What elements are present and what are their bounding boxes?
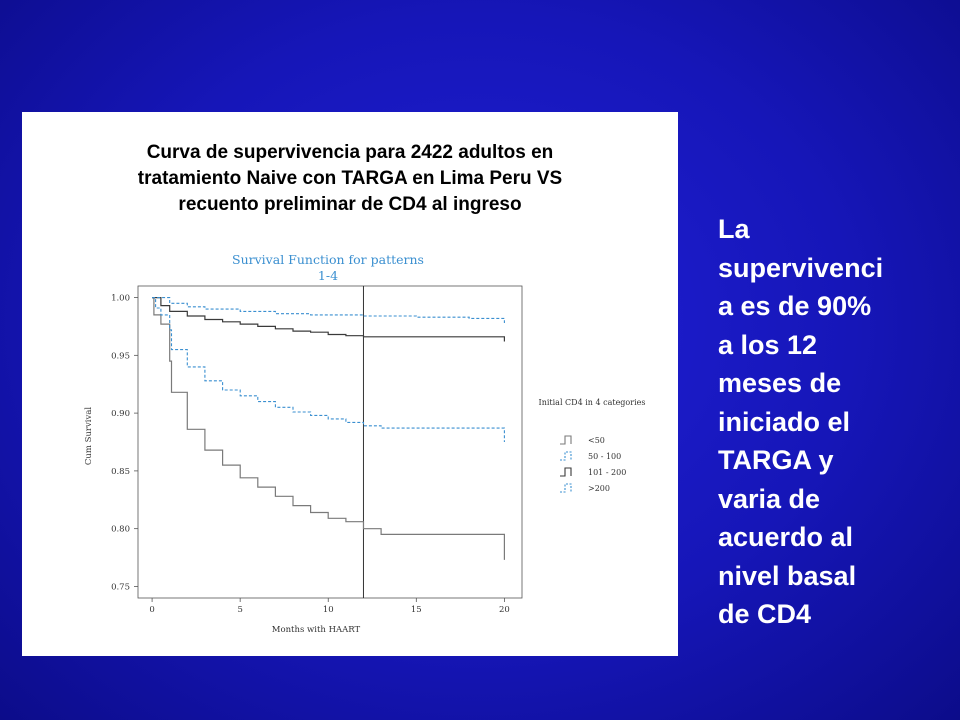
x-tick-label: 15	[411, 605, 422, 615]
side-text-line: iniciado el	[718, 406, 851, 437]
side-text-line: TARGA y	[718, 445, 834, 475]
y-tick-label: 0.85	[111, 467, 130, 477]
chart-layer: 0.75 0.80 0.85 0.90 0.95 1.00 0 5 10 15 20 <50 50 - …	[111, 285, 626, 615]
side-text-line: a es de 90%	[718, 291, 872, 321]
legend-swatch	[560, 467, 572, 477]
chart-title: Survival Function for patterns	[232, 252, 424, 267]
y-tick-label: 0.95	[111, 351, 130, 361]
y-tick-label: 0.75	[111, 582, 130, 592]
series-line-2	[152, 297, 505, 442]
side-text-line: acuerdo al	[718, 522, 854, 552]
legend-swatch	[560, 435, 572, 445]
side-text-line: de CD4	[718, 599, 812, 629]
series-line-1	[152, 297, 505, 560]
slide-title-line: Curva de supervivencia para 2422 adultos…	[146, 142, 554, 163]
series-line-3	[152, 297, 505, 342]
series-line-4	[152, 297, 505, 323]
x-tick-label: 20	[499, 605, 510, 615]
y-tick-label: 0.80	[111, 525, 130, 535]
legend-entry: 101 - 200	[588, 468, 626, 477]
x-axis-label: Months with HAART	[272, 625, 361, 635]
x-tick-label: 0	[149, 605, 154, 615]
x-tick-label: 5	[237, 605, 242, 615]
legend-entry: <50	[588, 436, 605, 445]
legend-swatch	[560, 483, 572, 493]
chart-subtitle: 1-4	[318, 268, 338, 283]
side-text-line: a los 12	[718, 329, 818, 360]
legend-title-line: Initial CD4 in 4 categories	[539, 398, 646, 407]
slide-title-line: tratamiento Naive con TARGA en Lima Peru…	[137, 168, 563, 189]
side-text-line: varia de	[718, 483, 821, 514]
side-text-line: La	[718, 214, 750, 244]
legend-entry: >200	[588, 484, 610, 493]
x-tick-label: 10	[323, 605, 334, 615]
chart-panel	[22, 112, 678, 656]
legend-swatch	[560, 451, 572, 461]
side-text-line: meses de	[718, 368, 842, 398]
plot-frame	[137, 285, 523, 599]
slide-title: Curva de supervivencia para 2422 adultos…	[0, 140, 700, 218]
y-axis-label: Cum Survival	[84, 407, 94, 465]
y-tick-label: 0.90	[111, 409, 130, 419]
slide-title-line: recuento preliminar de CD4 al ingreso	[178, 194, 522, 215]
y-tick-label: 1.00	[111, 294, 130, 304]
side-text-line: supervivenci	[718, 252, 884, 283]
side-text: La supervivenci a es de 90% a los 12 mes…	[718, 210, 948, 634]
legend-entry: 50 - 100	[588, 452, 621, 461]
side-text-line: nivel basal	[718, 560, 857, 591]
